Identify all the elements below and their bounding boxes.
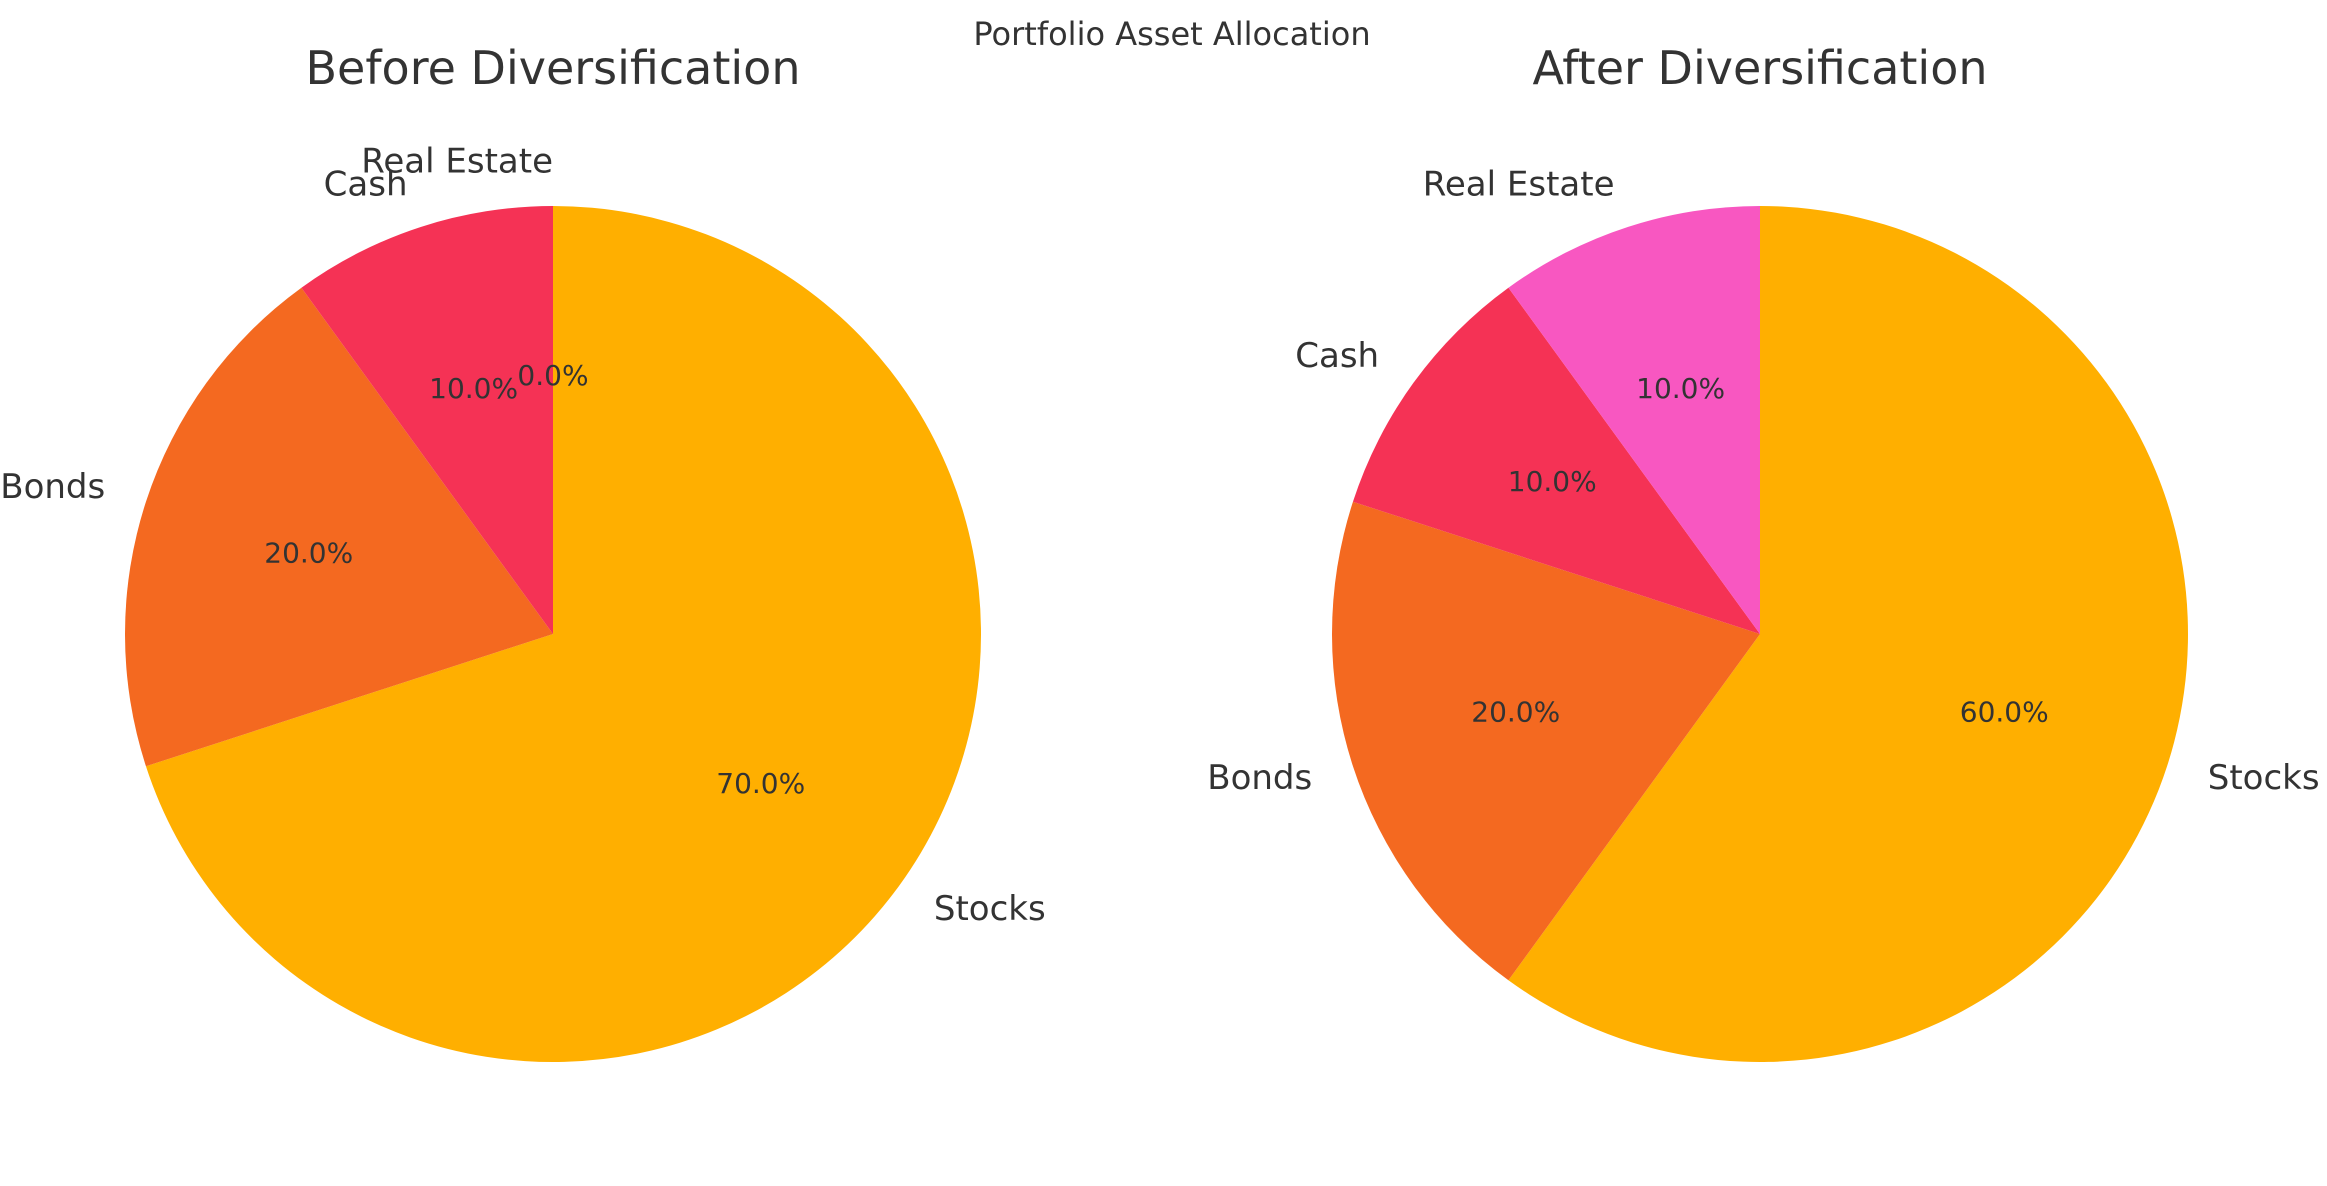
pie-after: After Diversification Stocks 60.0% Bonds 20… bbox=[1207, 41, 2320, 1062]
pie-title-after: After Diversification bbox=[1532, 41, 1987, 95]
slice-label-cash: Cash bbox=[1295, 336, 1379, 376]
slice-percent-cash: 10.0% bbox=[1508, 465, 1597, 498]
slice-label-stocks: Stocks bbox=[2208, 758, 2320, 798]
pie-slice-bonds bbox=[124, 287, 553, 767]
pie-slice-bonds bbox=[1332, 501, 1760, 981]
slice-percent-real-estate: 0.0% bbox=[517, 359, 588, 392]
pie-slice-stocks bbox=[1508, 206, 2188, 1062]
slice-label-cash: Cash bbox=[324, 165, 408, 205]
slice-percent-real-estate: 10.0% bbox=[1636, 372, 1725, 405]
slice-label-stocks: Stocks bbox=[934, 889, 1046, 929]
pie-slice-cash bbox=[301, 206, 553, 634]
slice-percent-bonds: 20.0% bbox=[1471, 695, 1560, 728]
slice-label-bonds: Bonds bbox=[0, 467, 105, 507]
slice-percent-bonds: 20.0% bbox=[264, 537, 353, 570]
pie-before: Before Diversification Stocks 70.0% Bonds 2… bbox=[0, 41, 1046, 1062]
slice-percent-cash: 10.0% bbox=[429, 372, 518, 405]
pie-slice-real-estate bbox=[1508, 206, 1760, 634]
slice-percent-stocks: 60.0% bbox=[1960, 695, 2049, 728]
pie-slice-cash bbox=[1352, 287, 1760, 634]
slice-percent-stocks: 70.0% bbox=[716, 767, 805, 800]
slice-label-real-estate: Real Estate bbox=[1423, 165, 1615, 205]
slice-label-bonds: Bonds bbox=[1207, 758, 1312, 798]
slice-label-real-estate: Real Estate bbox=[361, 142, 553, 182]
figure-title: Portfolio Asset Allocation bbox=[973, 15, 1370, 53]
pie-title-before: Before Diversification bbox=[306, 41, 801, 95]
pie-slice-stocks bbox=[145, 206, 981, 1062]
